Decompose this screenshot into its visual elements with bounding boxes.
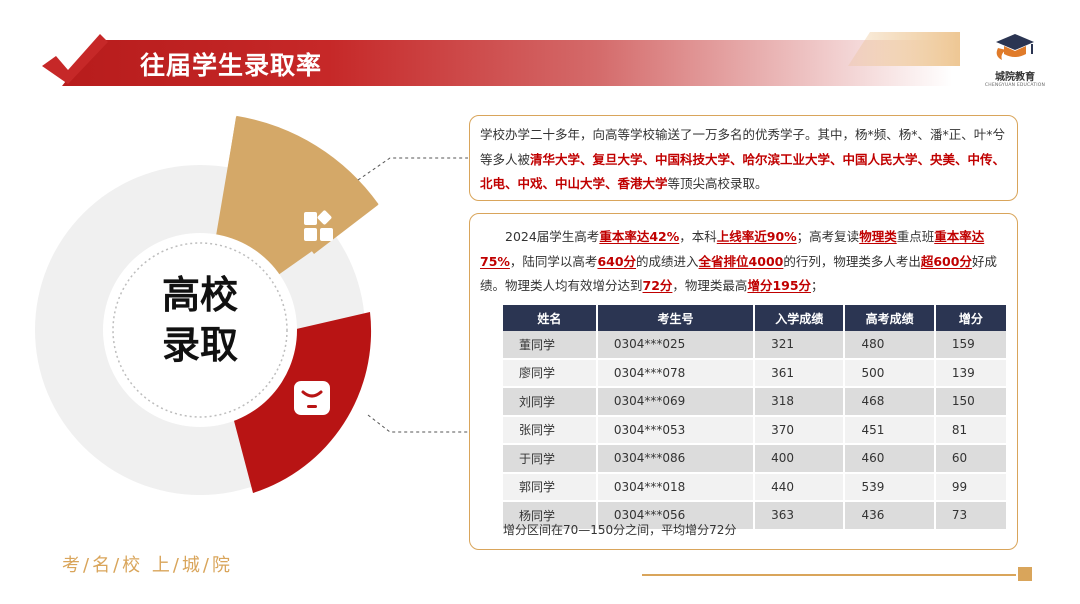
intro-text-a: 学校办学二十多年，向高等学校输送了一万多名的优秀学子。其中，杨*频、杨*、潘*正… [480, 127, 1006, 167]
admission-ring-graphic [35, 115, 379, 495]
footer-slogan: 考/名/校 上/城/院 [62, 555, 233, 576]
table-row: 杨同学 0304***056 363 436 73 [503, 501, 1006, 531]
logo-name: 城院教育 [995, 72, 1035, 83]
page-title: 往届学生录取率 [140, 51, 323, 80]
exam-score-cell: 480 [844, 331, 936, 360]
name-cell: 刘同学 [503, 387, 598, 417]
header-cell: 增分 [934, 305, 1006, 331]
id-cell: 0304***025 [596, 331, 756, 360]
name-cell: 郭同学 [503, 472, 598, 502]
intro-text: 学校办学二十多年，向高等学校输送了一万多名的优秀学子。其中，杨*频、杨*、潘*正… [480, 123, 1007, 197]
exam-score-cell: 468 [844, 387, 936, 417]
scores-table: 姓名 考生号 入学成绩 高考成绩 增分 董同学 0304***025 321 4… [503, 305, 1006, 531]
stats-s4: 重点班 [896, 229, 935, 244]
gain-cell: 99 [934, 472, 1006, 502]
stats-h1: 重本率达42% [599, 229, 680, 244]
logo-subtitle: CHENGYUAN EDUCATION [984, 83, 1046, 88]
id-cell: 0304***053 [596, 415, 756, 445]
stats-s8: 好成绩。物理类人均有效增分达到 [480, 253, 997, 294]
id-cell: 0304***018 [596, 472, 756, 502]
apps-icon [304, 210, 333, 241]
id-cell: 0304***069 [596, 387, 756, 417]
stats-s7: 的行列，物理类多人考出 [783, 253, 921, 269]
stats-box: 2024届学生高考重本率达42%，本科上线率近90%；高考复读物理类重点班重本率… [469, 213, 1018, 550]
gain-cell: 139 [934, 358, 1006, 388]
center-label: 高校 录取 [130, 270, 270, 370]
stats-h5: 640分 [597, 253, 637, 269]
stats-s5: ，陆同学以高考 [509, 253, 598, 269]
center-label-line2: 录取 [161, 323, 238, 367]
stats-h7: 超600分 [920, 253, 972, 269]
stats-s9: ，物理类最高 [672, 278, 748, 293]
stats-h3: 物理类 [859, 229, 897, 244]
stats-s1: 2024届学生高考 [505, 229, 600, 244]
entry-score-cell: 363 [754, 501, 846, 531]
gain-cell: 73 [934, 501, 1006, 531]
intro-box: 学校办学二十多年，向高等学校输送了一万多名的优秀学子。其中，杨*频、杨*、潘*正… [469, 115, 1018, 201]
banner-accent [848, 32, 960, 66]
table-row: 刘同学 0304***069 318 468 150 [503, 387, 1006, 417]
stats-h4: 重本率达75% [480, 229, 985, 269]
graduation-cap-icon [996, 34, 1034, 60]
exam-score-cell: 436 [844, 501, 936, 531]
stats-text: 2024届学生高考重本率达42%，本科上线率近90%；高考复读物理类重点班重本率… [480, 225, 1007, 299]
header-cell: 高考成绩 [844, 305, 936, 331]
stats-s6: 的成绩进入 [636, 253, 699, 269]
table-row: 廖同学 0304***078 361 500 139 [503, 358, 1006, 388]
stats-h8: 72分 [642, 278, 673, 293]
table-row: 张同学 0304***053 370 451 81 [503, 415, 1006, 445]
table-note: 增分区间在70—150分之间，平均增分72分 [503, 523, 737, 537]
exam-score-cell: 539 [844, 472, 936, 502]
gain-cell: 60 [934, 444, 1006, 474]
entry-score-cell: 318 [754, 387, 846, 417]
table-row: 于同学 0304***086 400 460 60 [503, 444, 1006, 474]
header-cell: 姓名 [503, 305, 598, 331]
header-cell: 入学成绩 [754, 305, 846, 331]
name-cell: 于同学 [503, 444, 598, 474]
stats-h6: 全省排位4000 [698, 253, 784, 269]
entry-score-cell: 361 [754, 358, 846, 388]
table-row: 郭同学 0304***018 440 539 99 [503, 472, 1006, 502]
name-cell: 张同学 [503, 415, 598, 445]
inner-circle [103, 233, 297, 427]
exam-score-cell: 500 [844, 358, 936, 388]
entry-score-cell: 370 [754, 415, 846, 445]
center-label-line1: 高校 [161, 273, 238, 317]
footer-square [1018, 567, 1032, 581]
name-cell: 董同学 [503, 331, 598, 360]
intro-universities: 清华大学、复旦大学、中国科技大学、哈尔滨工业大学、中国人民大学、央美、中传、北电… [480, 151, 1006, 192]
id-cell: 0304***086 [596, 444, 756, 474]
smile-bag-icon [294, 381, 330, 415]
stats-s2: ，本科 [679, 229, 717, 244]
footer-divider [642, 574, 1016, 576]
stats-h9: 增分195分 [747, 278, 812, 293]
id-cell: 0304***078 [596, 358, 756, 388]
stats-h2: 上线率近90% [716, 229, 797, 244]
table-header-row: 姓名 考生号 入学成绩 高考成绩 增分 [503, 305, 1006, 331]
entry-score-cell: 440 [754, 472, 846, 502]
entry-score-cell: 321 [754, 331, 846, 360]
intro-text-b: 等顶尖高校录取。 [667, 176, 768, 191]
stats-s10: ； [811, 278, 824, 293]
logo: 城院教育 CHENGYUAN EDUCATION [980, 30, 1050, 90]
gain-cell: 81 [934, 415, 1006, 445]
gain-cell: 159 [934, 331, 1006, 360]
id-cell: 0304***056 [596, 501, 756, 531]
checkmark-icon [42, 34, 108, 84]
exam-score-cell: 451 [844, 415, 936, 445]
entry-score-cell: 400 [754, 444, 846, 474]
table-row: 董同学 0304***025 321 480 159 [503, 331, 1006, 360]
name-cell: 廖同学 [503, 358, 598, 388]
stats-s3: ；高考复读 [796, 229, 860, 244]
title-banner [62, 40, 952, 86]
gain-cell: 150 [934, 387, 1006, 417]
name-cell: 杨同学 [503, 501, 598, 531]
exam-score-cell: 460 [844, 444, 936, 474]
header-cell: 考生号 [596, 305, 756, 331]
